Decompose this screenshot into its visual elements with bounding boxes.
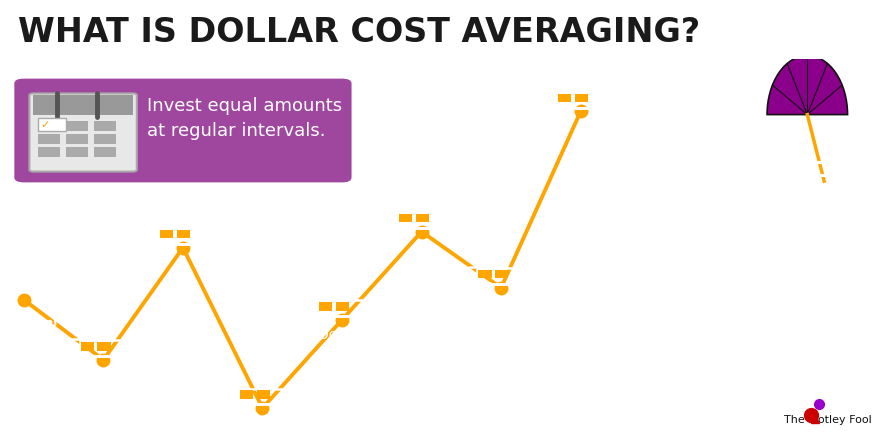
Bar <box>66 147 88 157</box>
FancyBboxPatch shape <box>29 93 136 172</box>
Text: WHAT IS DOLLAR COST AVERAGING?: WHAT IS DOLLAR COST AVERAGING? <box>18 16 700 49</box>
Text: Stick with the plan, no
matter what the
market does on a
particular day or week.: Stick with the plan, no matter what the … <box>636 200 797 273</box>
FancyBboxPatch shape <box>14 79 352 183</box>
Text: ✓: ✓ <box>40 120 49 130</box>
Bar <box>256 390 269 399</box>
Bar <box>33 95 133 115</box>
Wedge shape <box>767 55 847 114</box>
Text: Reason:: Reason: <box>636 315 699 328</box>
Bar <box>557 92 605 108</box>
Text: Low Stress: Low Stress <box>636 98 730 113</box>
Bar <box>495 270 509 279</box>
Bar <box>38 147 61 157</box>
Bar <box>38 118 66 131</box>
Bar <box>399 214 412 222</box>
Bar <box>177 230 190 238</box>
Bar <box>160 230 173 238</box>
Bar <box>38 134 61 144</box>
Bar <box>336 302 349 311</box>
Bar <box>79 341 128 356</box>
Bar <box>415 214 429 222</box>
Text: To reduce risk and
maximize returns
over the long term.: To reduce risk and maximize returns over… <box>636 348 770 402</box>
Bar <box>319 301 366 316</box>
Bar <box>66 121 88 131</box>
Text: The Motley Fool: The Motley Fool <box>784 415 872 425</box>
Bar <box>98 342 111 351</box>
Bar <box>94 121 116 131</box>
Bar <box>66 134 88 144</box>
Bar <box>558 94 571 102</box>
Text: Invest equal amounts
at regular intervals.: Invest equal amounts at regular interval… <box>147 98 342 140</box>
Bar <box>398 212 445 228</box>
Bar <box>81 342 94 351</box>
Bar <box>238 389 286 404</box>
Bar <box>479 270 492 279</box>
Bar <box>319 302 333 311</box>
Bar <box>94 134 116 144</box>
Text: Average price: Average price <box>28 299 125 335</box>
Bar <box>94 147 116 157</box>
Text: Dollar-cost averaging
requires patience–it
is most effective over
long periods o: Dollar-cost averaging requires patience–… <box>319 328 469 402</box>
Bar <box>240 390 253 399</box>
Bar <box>575 94 588 102</box>
Bar <box>477 268 525 284</box>
Text: Key to Success:: Key to Success: <box>636 166 759 180</box>
Bar <box>159 228 207 244</box>
